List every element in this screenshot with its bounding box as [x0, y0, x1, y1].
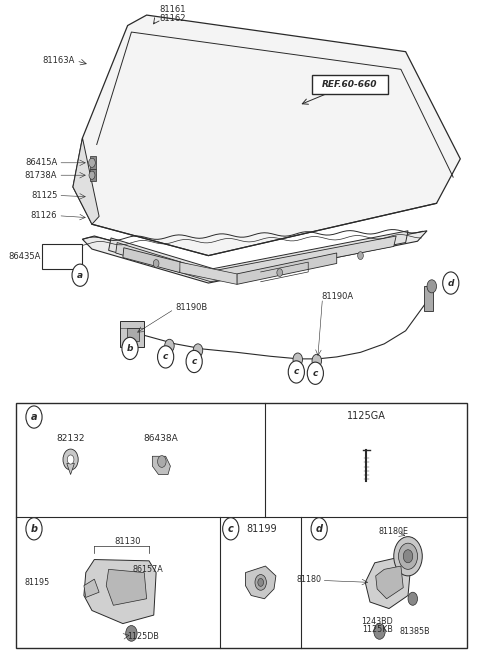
Bar	[312, 75, 388, 94]
Circle shape	[311, 517, 327, 540]
Circle shape	[157, 456, 166, 468]
Text: 81130: 81130	[114, 537, 141, 546]
Circle shape	[193, 344, 203, 357]
Polygon shape	[73, 15, 460, 255]
Circle shape	[312, 354, 322, 367]
Circle shape	[255, 574, 266, 590]
Text: c: c	[192, 357, 197, 366]
Text: 81195: 81195	[24, 578, 50, 587]
Polygon shape	[116, 236, 396, 282]
Polygon shape	[108, 231, 408, 280]
Polygon shape	[84, 559, 156, 624]
Text: 1125KB: 1125KB	[362, 625, 393, 634]
Circle shape	[307, 362, 324, 384]
Bar	[90, 170, 96, 181]
Text: 1243BD: 1243BD	[361, 617, 393, 626]
Circle shape	[165, 339, 174, 352]
Circle shape	[89, 159, 96, 168]
Text: 81180: 81180	[296, 574, 321, 584]
Bar	[16, 403, 468, 648]
Bar	[120, 321, 144, 347]
Circle shape	[126, 626, 137, 641]
Text: c: c	[228, 524, 234, 534]
Polygon shape	[123, 248, 181, 272]
Polygon shape	[83, 231, 427, 283]
Bar	[42, 244, 83, 269]
Text: 1125GA: 1125GA	[347, 411, 386, 421]
Polygon shape	[84, 579, 99, 597]
Text: c: c	[294, 367, 299, 377]
Circle shape	[293, 353, 302, 366]
Polygon shape	[376, 566, 403, 599]
Text: 81161: 81161	[159, 5, 185, 14]
Text: d: d	[447, 278, 454, 288]
Circle shape	[186, 350, 202, 373]
Circle shape	[72, 264, 88, 286]
Circle shape	[358, 252, 363, 259]
Circle shape	[153, 259, 159, 267]
Circle shape	[157, 346, 174, 368]
Circle shape	[403, 550, 413, 563]
Text: 86415A: 86415A	[25, 159, 57, 167]
Circle shape	[63, 449, 78, 470]
Text: 86435A: 86435A	[9, 252, 41, 261]
Circle shape	[258, 578, 264, 586]
Text: 81163A: 81163A	[42, 56, 74, 66]
Circle shape	[26, 517, 42, 540]
Circle shape	[67, 455, 74, 464]
Text: 81180E: 81180E	[379, 527, 409, 536]
Bar	[127, 328, 139, 341]
Circle shape	[398, 543, 418, 569]
Circle shape	[443, 272, 459, 294]
Text: b: b	[31, 524, 37, 534]
Text: d: d	[316, 524, 323, 534]
Text: 81385B: 81385B	[400, 627, 431, 636]
Circle shape	[288, 361, 304, 383]
Circle shape	[394, 536, 422, 576]
Text: c: c	[163, 352, 168, 362]
Polygon shape	[106, 569, 146, 605]
Text: a: a	[31, 412, 37, 422]
Text: 81125: 81125	[31, 191, 57, 200]
Text: 81126: 81126	[31, 211, 57, 220]
Text: c: c	[312, 369, 318, 378]
Circle shape	[374, 624, 385, 639]
Polygon shape	[67, 464, 74, 475]
Circle shape	[277, 269, 283, 276]
Bar	[424, 286, 433, 311]
Text: REF.60-660: REF.60-660	[322, 80, 378, 89]
Bar	[90, 157, 96, 170]
Text: 81190B: 81190B	[175, 303, 207, 312]
Circle shape	[223, 517, 239, 540]
Polygon shape	[152, 457, 170, 475]
Circle shape	[427, 280, 436, 293]
Text: 81738A: 81738A	[25, 171, 57, 179]
Circle shape	[26, 406, 42, 428]
Text: b: b	[127, 344, 133, 353]
Polygon shape	[180, 262, 237, 284]
Circle shape	[89, 171, 95, 179]
Text: 82132: 82132	[56, 434, 85, 443]
Text: 81190A: 81190A	[322, 292, 354, 301]
Text: 81199: 81199	[246, 524, 277, 534]
Circle shape	[122, 337, 138, 360]
Text: 81162: 81162	[159, 14, 185, 24]
Polygon shape	[73, 138, 99, 224]
Polygon shape	[245, 566, 276, 599]
Polygon shape	[237, 253, 337, 284]
Text: 1125DB: 1125DB	[127, 631, 158, 641]
Polygon shape	[365, 556, 410, 608]
Text: 86157A: 86157A	[132, 565, 163, 574]
Circle shape	[408, 592, 418, 605]
Text: a: a	[77, 271, 83, 280]
Text: 86438A: 86438A	[144, 434, 178, 443]
